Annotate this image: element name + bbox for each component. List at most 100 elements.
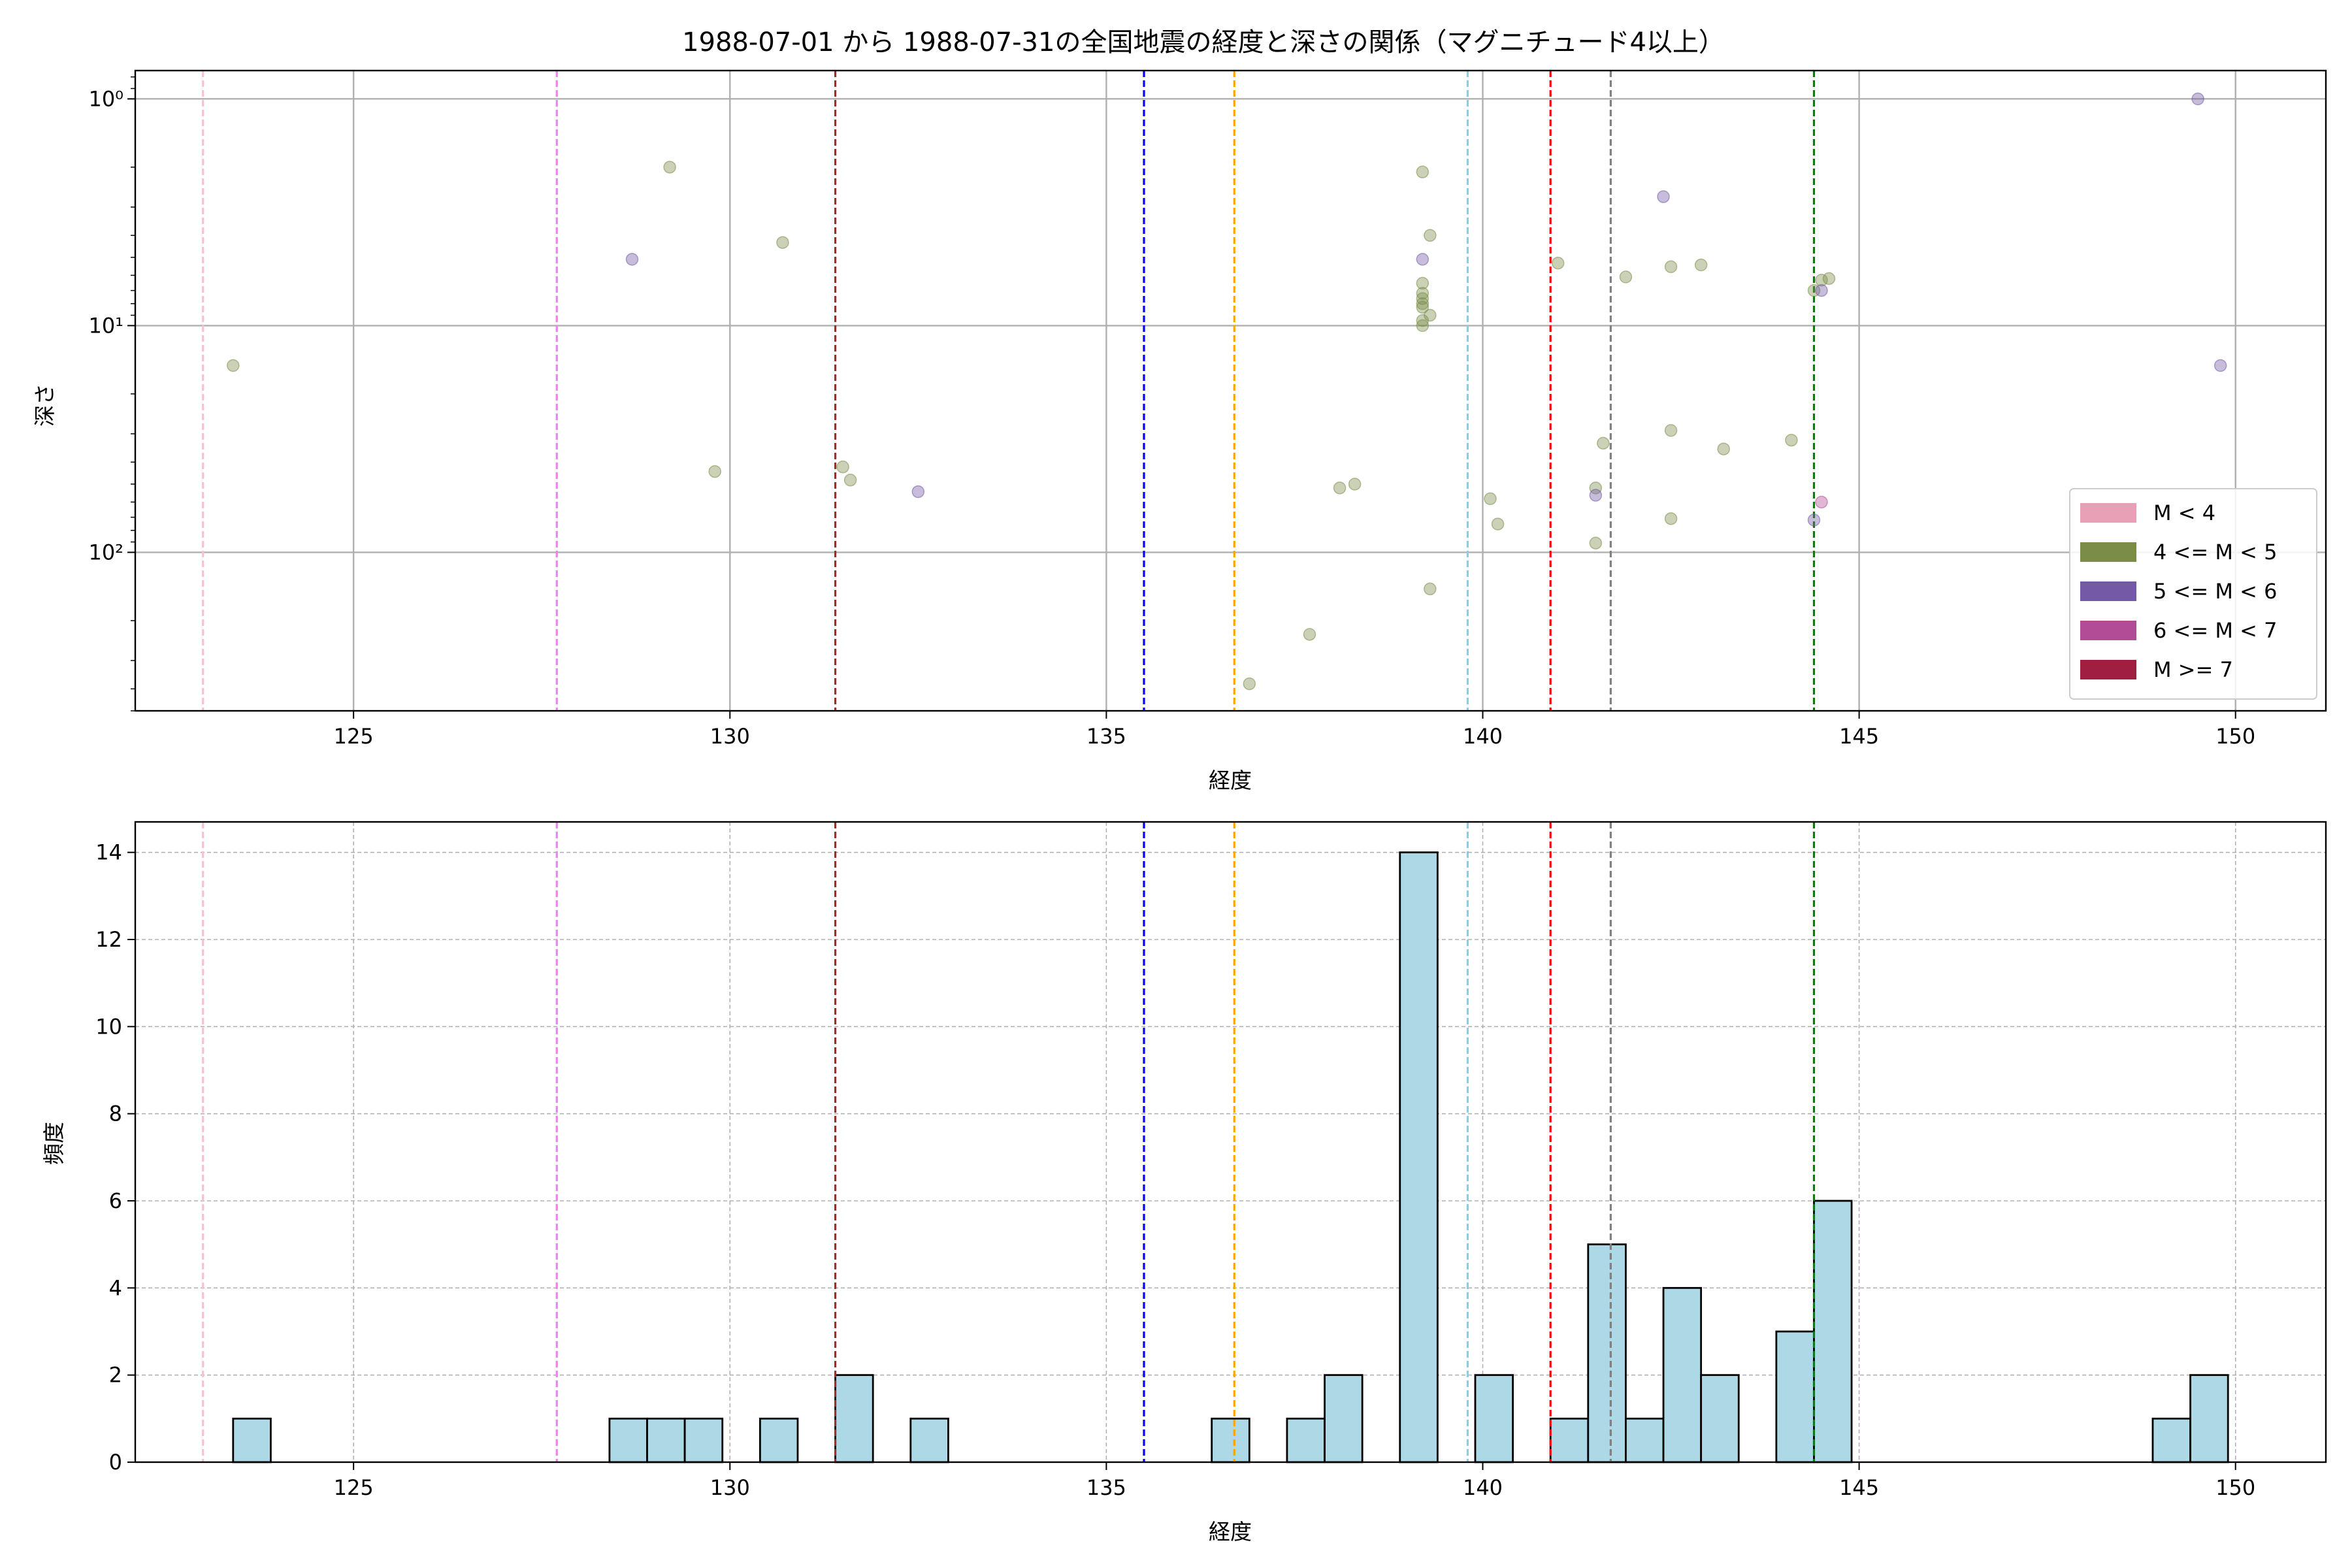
- scatter-point: [1589, 536, 1603, 549]
- scatter-point: [708, 465, 721, 478]
- scatter-point: [1424, 229, 1437, 242]
- histogram-bar: [1286, 1417, 1326, 1463]
- scatter-point: [1694, 258, 1708, 272]
- scatter-point: [1717, 442, 1730, 455]
- histogram-bar: [232, 1417, 272, 1463]
- scatter-point: [1416, 314, 1429, 327]
- histogram-bar: [1700, 1374, 1740, 1463]
- scatter-point: [1424, 582, 1437, 596]
- histogram-bar: [1587, 1243, 1627, 1463]
- histogram-y-axis-label: 頻度: [41, 1122, 67, 1165]
- scatter-point: [1815, 495, 1828, 509]
- scatter-point: [776, 236, 789, 249]
- legend-label: M >= 7: [2153, 657, 2233, 682]
- scatter-point: [1785, 433, 1798, 447]
- histogram-y-tick-label: 8: [109, 1102, 122, 1126]
- scatter-point: [1243, 677, 1256, 691]
- legend-label: M < 4: [2153, 500, 2215, 525]
- scatter-point: [1589, 489, 1603, 502]
- scatter-point: [1416, 301, 1429, 314]
- scatter-point: [1664, 260, 1678, 274]
- legend-swatch: [2080, 621, 2136, 640]
- histogram-x-tick-label: 130: [710, 1475, 750, 1500]
- histogram-bar: [1549, 1417, 1590, 1463]
- scatter-point: [1416, 292, 1429, 305]
- histogram-bar: [646, 1417, 686, 1463]
- scatter-point: [2213, 359, 2227, 372]
- histogram-y-tick-label: 6: [109, 1188, 122, 1213]
- legend-label: 4 <= M < 5: [2153, 540, 2277, 564]
- scatter-point: [1416, 253, 1429, 266]
- scatter-x-tick-label: 125: [334, 724, 374, 749]
- histogram-bar: [2151, 1417, 2191, 1463]
- legend-label: 5 <= M < 6: [2153, 579, 2277, 604]
- legend-swatch: [2080, 503, 2136, 523]
- scatter-point: [843, 474, 857, 487]
- scatter-point: [625, 253, 639, 266]
- scatter-point: [1416, 165, 1429, 178]
- scatter-point: [1303, 628, 1316, 641]
- histogram-bar: [1813, 1200, 1853, 1463]
- scatter-x-tick-label: 130: [710, 724, 750, 749]
- scatter-point: [1416, 297, 1429, 310]
- scatter-x-tick-label: 135: [1086, 724, 1126, 749]
- histogram-y-tick-label: 2: [109, 1363, 122, 1388]
- scatter-point: [1348, 478, 1362, 491]
- legend-box: [2069, 488, 2317, 700]
- scatter-y-tick-label: 10¹: [88, 313, 123, 338]
- histogram-x-tick-label: 150: [2215, 1475, 2255, 1500]
- histogram-bar: [1474, 1374, 1514, 1463]
- histogram-bar: [1211, 1417, 1250, 1463]
- chart-title: 1988-07-01 から 1988-07-31の全国地震の経度と深さの関係（マ…: [682, 27, 1725, 57]
- scatter-point: [1664, 512, 1678, 525]
- scatter-panel: 125 130 135 140 145 150 10⁰ 10¹ 10² M < 4 4 <= M <…: [88, 69, 2327, 749]
- scatter-point: [1416, 319, 1429, 333]
- scatter-y-axis-label: 深さ: [32, 384, 57, 427]
- scatter-point: [836, 460, 849, 474]
- scatter-point: [1597, 436, 1610, 450]
- histogram-y-tick-label: 12: [95, 927, 122, 952]
- histogram-bar: [1625, 1417, 1665, 1463]
- histogram-bar: [759, 1417, 799, 1463]
- scatter-point: [911, 485, 925, 498]
- histogram-y-tick-label: 10: [95, 1014, 122, 1039]
- histogram-y-tick-label: 0: [109, 1450, 122, 1475]
- scatter-x-tick-label: 140: [1463, 724, 1503, 749]
- scatter-x-tick-label: 150: [2215, 724, 2255, 749]
- histogram-y-tick-label: 4: [109, 1275, 122, 1300]
- legend-swatch: [2080, 660, 2136, 679]
- scatter-frame: [134, 69, 2327, 712]
- scatter-point: [1484, 492, 1497, 506]
- legend-swatch: [2080, 581, 2136, 601]
- scatter-y-tick-label: 10²: [88, 540, 123, 564]
- histogram-bar: [683, 1417, 724, 1463]
- scatter-point: [1619, 270, 1633, 284]
- histogram-x-tick-label: 145: [1839, 1475, 1879, 1500]
- scatter-y-tick-label: 10⁰: [88, 86, 123, 111]
- scatter-point: [2191, 92, 2204, 106]
- histogram-bar: [909, 1417, 949, 1463]
- scatter-point: [1416, 287, 1429, 300]
- scatter-x-tick-label: 145: [1839, 724, 1879, 749]
- scatter-point: [1657, 190, 1670, 203]
- scatter-point: [1815, 274, 1828, 287]
- legend-swatch: [2080, 542, 2136, 562]
- histogram-x-tick-label: 135: [1086, 1475, 1126, 1500]
- scatter-point: [1333, 482, 1347, 495]
- scatter-point: [1822, 272, 1836, 286]
- scatter-point: [1551, 256, 1565, 270]
- histogram-bar: [2189, 1374, 2229, 1463]
- scatter-point: [663, 161, 676, 174]
- histogram-bar: [1399, 851, 1439, 1463]
- histogram-bar: [834, 1374, 874, 1463]
- scatter-x-axis-label: 経度: [1209, 768, 1252, 793]
- histogram-frame: [134, 821, 2327, 1463]
- histogram-bar: [1662, 1286, 1703, 1463]
- scatter-point: [1589, 482, 1603, 495]
- histogram-x-tick-label: 125: [334, 1475, 374, 1500]
- scatter-point: [1491, 517, 1505, 531]
- histogram-bar: [1775, 1330, 1815, 1463]
- scatter-point: [1664, 424, 1678, 437]
